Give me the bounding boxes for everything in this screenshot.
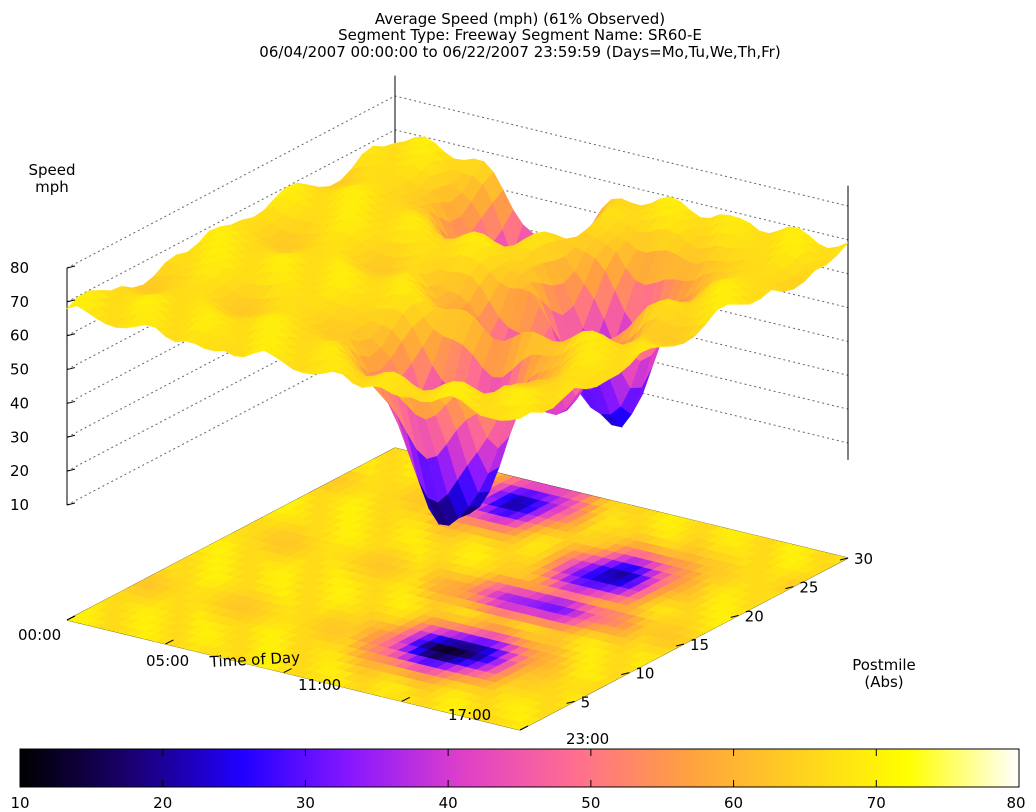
y-tick-label: 20 [745,607,764,625]
z-tick-label: 70 [10,293,29,311]
y-tick-label: 25 [799,579,818,597]
z-tick-mark [66,400,76,404]
colorbar-tick-label: 40 [439,794,458,812]
x-tick-mark [519,725,529,731]
z-axis-label-line-2: mph [35,178,69,196]
x-tick-mark [165,639,174,645]
y-tick-mark [730,614,739,618]
z-tick-mark [66,299,76,303]
chart-title-line-3: 06/04/2007 00:00:00 to 06/22/2007 23:59:… [259,43,780,61]
z-tick-mark [66,468,76,472]
z-tick-mark [66,434,76,438]
y-tick-mark [566,700,575,704]
y-tick-mark [839,557,849,561]
y-axis-ticks: 5 10 15 20 25 30 [566,550,873,711]
x-tick-label: 00:00 [18,626,61,644]
colorbar-tick-label: 70 [867,794,886,812]
y-tick-mark [621,672,630,676]
floor-heatmap [66,447,849,731]
colorbar: 10 20 30 40 50 60 70 80 [10,748,1026,812]
y-tick-mark [675,643,685,647]
z-tick-mark [66,502,76,506]
y-tick-mark [785,586,794,590]
z-tick-label: 60 [10,327,29,345]
y-axis-label-line-2: (Abs) [864,673,903,691]
x-axis-ticks: 00:00 05:00 11:00 17:00 23:00 [18,615,609,748]
x-tick-label: 11:00 [298,676,341,694]
y-tick-label: 15 [690,636,709,654]
speed-surface [65,136,849,526]
chart-title-line-1: Average Speed (mph) (61% Observed) [375,10,665,28]
x-tick-label: 05:00 [146,652,189,670]
z-tick-label: 80 [10,259,29,277]
surface-patch [509,404,532,421]
colorbar-tick-label: 60 [724,794,743,812]
y-tick-label: 10 [635,665,654,683]
z-tick-label: 50 [10,361,29,379]
y-tick-label: 5 [581,693,591,711]
x-tick-mark [66,615,76,621]
z-tick-label: 30 [10,428,29,446]
z-tick-label: 10 [10,496,29,514]
colorbar-gradient [19,748,1020,788]
z-tick-label: 40 [10,394,29,412]
x-tick-mark [283,668,292,674]
x-tick-label: 23:00 [566,730,609,748]
y-axis-label-line-1: Postmile [852,656,916,674]
colorbar-tick-label: 30 [296,794,315,812]
x-tick-label: 17:00 [448,706,491,724]
y-tick-label: 30 [854,550,873,568]
colorbar-tick-label: 10 [10,794,29,812]
z-tick-mark [66,367,76,371]
z-tick-label: 20 [10,462,29,480]
chart-title-line-2: Segment Type: Freeway Segment Name: SR60… [338,26,702,44]
x-tick-mark [401,696,411,702]
z-tick-mark [66,265,76,269]
z-tick-mark [66,333,76,337]
x-axis-label: Time of Day [208,648,300,671]
colorbar-tick-label: 80 [1006,794,1025,812]
z-axis-ticks: 80 70 60 50 40 30 20 10 [10,259,76,514]
colorbar-ticks: 10 20 30 40 50 60 70 80 [10,749,1026,812]
z-axis-label-line-1: Speed [28,161,75,179]
colorbar-tick-label: 50 [581,794,600,812]
colorbar-tick-label: 20 [153,794,172,812]
